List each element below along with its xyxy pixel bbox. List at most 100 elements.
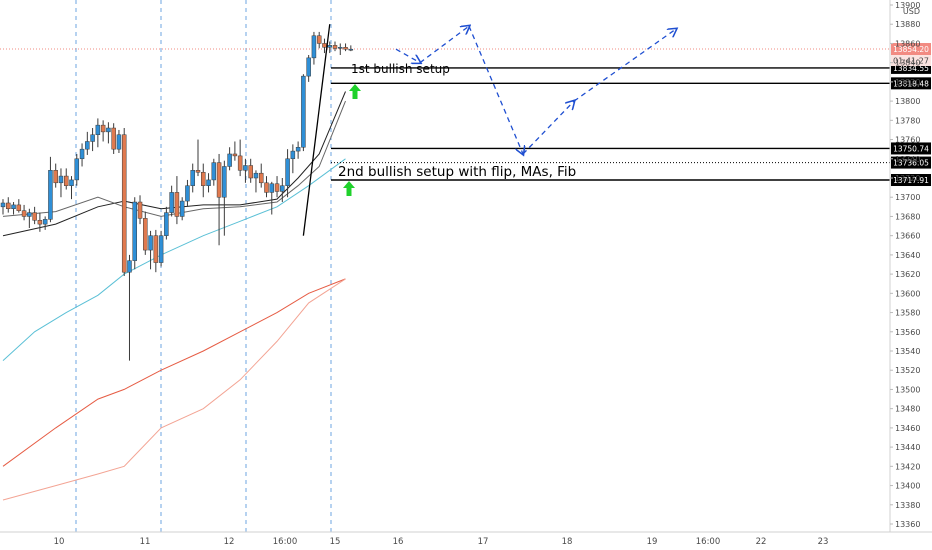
candle	[121, 128, 127, 277]
candle	[85, 131, 90, 155]
candle-body	[322, 43, 327, 48]
candle	[332, 41, 338, 52]
candle	[32, 206, 37, 225]
price-tick-label: 13380	[895, 501, 920, 510]
candle	[95, 118, 101, 148]
candle	[306, 54, 311, 82]
candle	[169, 185, 174, 217]
level-price-tag-2	[891, 77, 931, 90]
candle	[338, 43, 343, 55]
price-tick-label: 13660	[895, 232, 920, 241]
price-tick-label: 13540	[895, 347, 920, 356]
candle-body	[280, 185, 285, 192]
time-tick-label: 15	[330, 537, 341, 547]
candle	[227, 147, 232, 171]
candle-body	[6, 202, 11, 210]
candle	[348, 45, 354, 52]
candle-body	[42, 219, 48, 225]
green-up-arrow-second-setup	[343, 181, 355, 196]
price-tick-label: 13480	[895, 405, 920, 414]
price-tick-label: 13580	[895, 309, 920, 318]
candle-body	[121, 134, 127, 273]
time-tick-label: 18	[562, 537, 573, 547]
price-tick-label: 13840	[895, 59, 920, 68]
time-tick-label: 10	[54, 537, 65, 547]
candle-body	[169, 192, 174, 213]
candlesticks[interactable]	[0, 31, 354, 361]
candle	[174, 176, 180, 225]
price-tick-label: 13420	[895, 462, 920, 471]
candle	[137, 195, 143, 225]
currency-label: USD	[903, 7, 920, 16]
countdown-tag	[891, 55, 931, 67]
candle-body	[179, 200, 185, 217]
candle	[222, 160, 227, 236]
candle-body	[195, 170, 201, 173]
candle-body	[237, 155, 243, 171]
candle	[258, 163, 264, 188]
candle	[106, 122, 111, 144]
projection-segment-1	[395, 48, 420, 62]
candle-body	[95, 124, 101, 135]
level-price-label-5: 13717.91	[893, 176, 929, 185]
candle	[264, 176, 269, 198]
trendline	[302, 24, 331, 236]
level-price-label-1: 13834.55	[893, 64, 929, 73]
candle	[211, 158, 217, 186]
price-tick-label: 13780	[895, 116, 920, 125]
candle-body	[227, 153, 232, 167]
candle-body	[190, 170, 195, 186]
candle	[27, 208, 32, 228]
candle	[143, 211, 148, 255]
candle-body	[32, 212, 37, 221]
projection-segment-4	[522, 101, 574, 155]
candle-body	[11, 204, 16, 210]
time-tick-label: 12	[224, 537, 235, 547]
candle	[79, 143, 85, 167]
candle	[0, 199, 6, 215]
candle-body	[174, 192, 180, 217]
horizontal-levels[interactable]: 13834.55 13818.48 13750.74 13736.05 13717.91…	[331, 43, 931, 187]
time-tick-label: 11	[140, 537, 151, 547]
level-price-label-4: 13736.05	[893, 159, 929, 168]
level-price-tag-4	[891, 156, 931, 169]
price-tick-label: 13440	[895, 443, 920, 452]
time-tick-label: 16:00	[273, 537, 298, 547]
candle	[16, 199, 22, 213]
candle-body	[127, 260, 132, 273]
candle	[285, 149, 290, 198]
time-tick-label: 16:00	[696, 537, 721, 547]
price-tick-label: 13680	[895, 212, 920, 221]
candle	[316, 31, 322, 49]
candle	[58, 168, 64, 198]
moving-average-line-2	[2, 100, 346, 217]
candle	[69, 176, 74, 200]
moving-average-line-1	[2, 91, 346, 237]
candle-body	[343, 47, 348, 50]
candle-body	[137, 201, 143, 219]
candle	[100, 120, 106, 142]
candle	[280, 178, 285, 203]
candle-body	[243, 165, 248, 171]
candle	[37, 212, 43, 232]
annotation-second-setup: 2nd bullish setup with flip, MAs, Fib	[338, 164, 576, 180]
annotations: 1st bullish setup 2nd bullish setup with …	[338, 62, 576, 196]
candle	[269, 181, 275, 215]
candle-body	[116, 134, 122, 150]
candle-body	[290, 150, 296, 160]
candle	[158, 230, 164, 267]
price-tick-label: 13620	[895, 270, 920, 279]
price-axis[interactable]: 13360 13380 13400 13420 13440 13460 13480 13500…	[890, 1, 920, 529]
candle	[132, 197, 137, 270]
candle-body	[106, 127, 111, 133]
time-tick-label: 16	[393, 537, 404, 547]
projection-path	[395, 26, 676, 155]
time-axis[interactable]: 10 11 12 16:00 15 16 17 18 19 16:00 22 23	[54, 537, 829, 547]
candle	[327, 41, 332, 54]
candle	[127, 254, 132, 361]
candle-body	[53, 170, 58, 184]
candle	[243, 158, 248, 183]
candle-body	[269, 183, 275, 193]
candle-body	[253, 172, 259, 179]
